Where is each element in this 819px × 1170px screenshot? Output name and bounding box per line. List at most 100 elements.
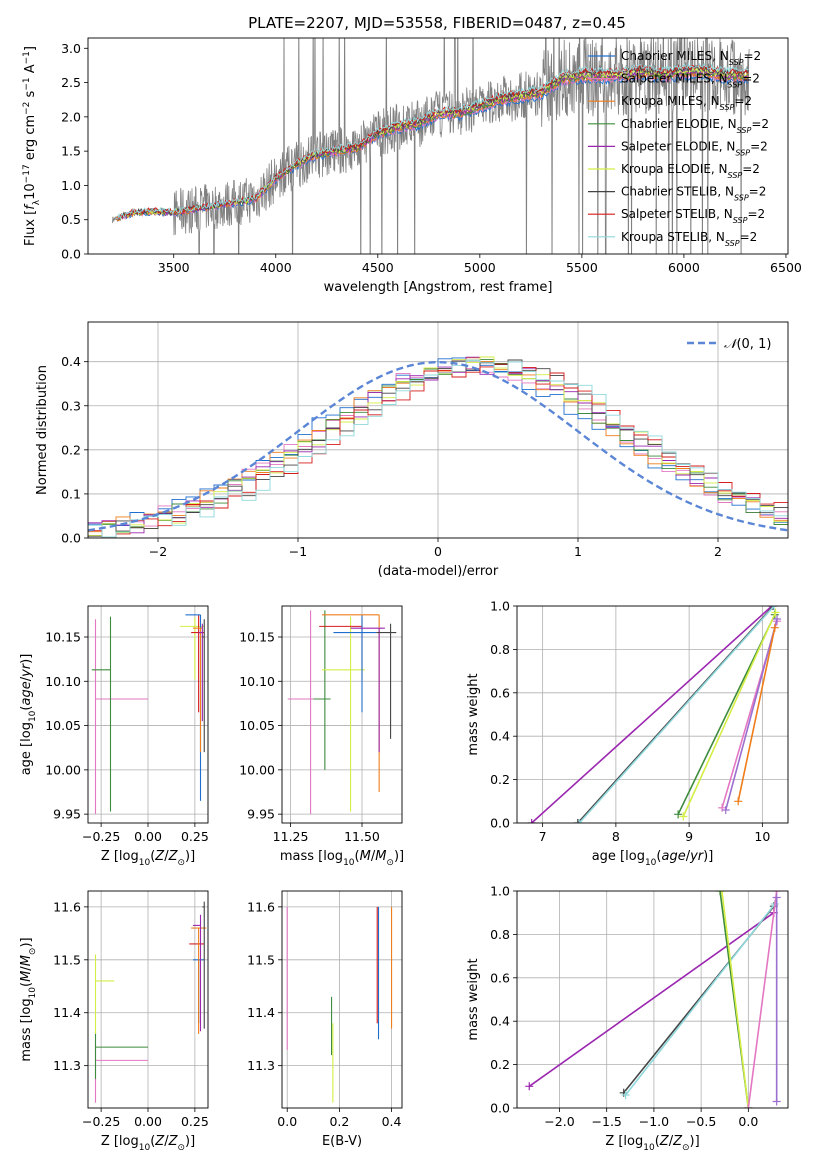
y-tick-label: 0.0 [490, 816, 510, 831]
weight-marker [716, 891, 725, 895]
data-point [333, 614, 377, 713]
x-tick-label: −0.25 [82, 1114, 120, 1129]
data-point [193, 914, 202, 1032]
data-point [193, 627, 203, 753]
x-tick-label: −1 [289, 544, 307, 559]
y-axis-label: mass weight [466, 958, 481, 1040]
data-point [313, 610, 331, 770]
weight-marker [772, 1097, 781, 1106]
weight-line [737, 627, 776, 802]
y-tick-label: 10.05 [45, 718, 81, 733]
y-tick-label: 1.0 [490, 599, 510, 614]
x-tick-label: 1 [574, 544, 582, 559]
x-tick-label: −1.0 [639, 1114, 669, 1129]
y-tick-label: 9.95 [53, 807, 81, 822]
x-tick-label: 0.25 [181, 829, 209, 844]
y-tick-label: 0.8 [490, 927, 510, 942]
weight-line [721, 891, 750, 1108]
normal-curve [88, 360, 788, 532]
axes-frame [87, 890, 209, 1109]
x-tick-label: −2 [149, 544, 167, 559]
y-tick-label: 11.6 [247, 899, 275, 914]
x-axis-label: Z [log10(Z/Z⊙)] [605, 1134, 699, 1153]
legend-label: Kroupa MILES, NSSP=2 [621, 94, 752, 112]
y-tick-label: 11.4 [53, 1005, 81, 1020]
x-tick-label: 2 [714, 544, 722, 559]
x-tick-label: 6000 [668, 260, 700, 275]
y-tick-label: 3.0 [61, 41, 81, 56]
legend-label: Chabrier STELIB, NSSP=2 [621, 185, 766, 203]
weight-marker [770, 606, 779, 610]
axes-frame [281, 605, 403, 824]
data-point [376, 623, 397, 739]
weight-marker [769, 606, 778, 610]
weight-line [747, 891, 778, 1108]
plot-area-age-vs-mass [282, 606, 402, 823]
x-tick-label: 6500 [770, 260, 802, 275]
weight-line [724, 618, 778, 811]
x-tick-label: 4000 [260, 260, 292, 275]
y-tick-label: 11.5 [247, 952, 275, 967]
weight-marker [674, 810, 683, 819]
y-tick-label: 0.0 [61, 247, 81, 262]
data-point [94, 1031, 148, 1079]
panel-mass-weight-vs-age: 7 8 9 10 0.0 0.2 0.4 0.6 0.8 1.0 age [log10(age/yr… [466, 599, 789, 868]
model-line [116, 61, 749, 221]
data-point [91, 616, 112, 812]
weight-line [528, 912, 775, 1087]
x-tick-label: 5500 [566, 260, 598, 275]
data-point [202, 901, 205, 1029]
y-tick-label: 9.95 [247, 807, 275, 822]
panel-age-vs-mass: 11.25 11.50 9.95 10.00 10.05 10.10 10.15 mass [… [239, 605, 404, 868]
x-tick-label: 4500 [362, 260, 394, 275]
plot-area-mass-weight-vs-age [517, 606, 788, 823]
weight-marker [621, 1090, 630, 1099]
data-point [94, 954, 115, 1034]
weight-marker [744, 1104, 753, 1108]
data-point [322, 616, 365, 812]
y-tick-label: 0.5 [61, 212, 81, 227]
weight-marker [721, 805, 730, 814]
x-tick-label: 5000 [464, 260, 496, 275]
data-point [350, 627, 385, 753]
y-tick-label: 1.5 [61, 144, 81, 159]
y-axis-label: mass [log10(M/M⊙)] [19, 937, 38, 1061]
weight-marker [771, 608, 780, 617]
y-tick-label: 0.0 [490, 1101, 510, 1116]
weight-marker [770, 623, 779, 632]
legend-label: Salpeter ELODIE, NSSP=2 [621, 139, 768, 157]
legend-label: Chabrier MILES, NSSP=2 [621, 49, 761, 67]
y-tick-label: 2.5 [61, 75, 81, 90]
histogram-step [88, 359, 788, 538]
x-axis-label: (data-model)/error [378, 564, 499, 579]
observed-spectrum [112, 38, 750, 254]
y-tick-label: 0.8 [490, 642, 510, 657]
y-axis-label: age [log10(age/yr)] [19, 654, 38, 776]
plot-area-spectrum [112, 38, 750, 254]
weight-marker [525, 1082, 534, 1091]
plot-area-mass-vs-Z [88, 891, 208, 1108]
x-tick-label: 8 [612, 829, 620, 844]
weight-marker [573, 819, 582, 823]
legend-label: Salpeter STELIB, NSSP=2 [621, 207, 765, 225]
weight-marker [734, 797, 743, 806]
weight-line [578, 606, 775, 823]
weight-marker [772, 893, 781, 902]
x-tick-label: 0.4 [382, 1114, 402, 1129]
axes-frame [281, 890, 403, 1109]
y-axis-label: mass weight [466, 673, 481, 755]
y-tick-label: 11.3 [53, 1058, 81, 1073]
x-tick-label: 10 [754, 829, 770, 844]
x-axis-label: mass [log10(M/M⊙)] [280, 849, 404, 868]
axes-frame [87, 321, 789, 539]
axes-frame [516, 890, 789, 1109]
x-tick-label: 0.0 [738, 1114, 758, 1129]
y-tick-label: 10.15 [45, 630, 81, 645]
legend: Chabrier MILES, NSSP=2 Salpeter MILES, NS… [588, 49, 769, 247]
legend-label: 𝒩(0, 1) [724, 337, 771, 352]
y-tick-label: 10.00 [45, 762, 81, 777]
data-point [198, 623, 203, 722]
y-tick-label: 10.10 [239, 674, 275, 689]
y-tick-label: 10.10 [45, 674, 81, 689]
